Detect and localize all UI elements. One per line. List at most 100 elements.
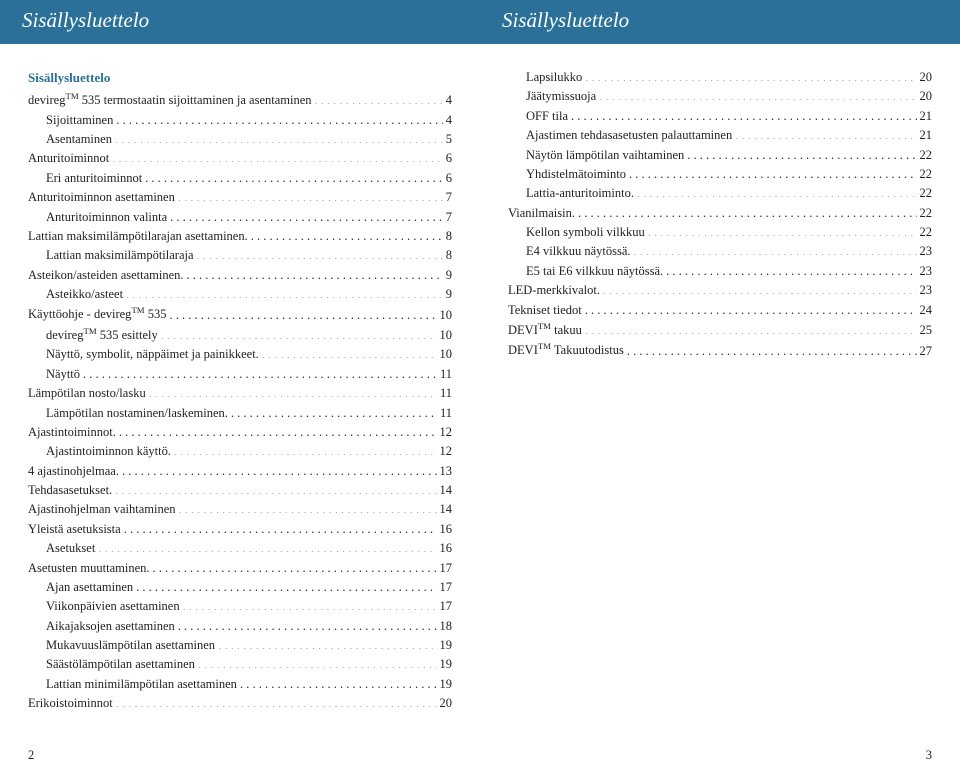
toc-label: Lämpötilan nostaminen/laskeminen. — [28, 404, 228, 423]
toc-row: Näyttö, symbolit, näppäimet ja painikkee… — [28, 345, 452, 364]
toc-row: Näytön lämpötilan vaihtaminen22 — [508, 146, 932, 165]
toc-page-number: 22 — [920, 223, 933, 242]
toc-page-number: 19 — [440, 636, 453, 655]
toc-page-number: 7 — [446, 188, 452, 207]
toc-row: Ajastintoiminnon käyttö. 12 — [28, 442, 452, 461]
toc-page-number: 11 — [440, 384, 452, 403]
toc-dots — [666, 262, 916, 275]
toc-row: Asetusten muuttaminen. 17 — [28, 559, 452, 578]
page-left: Sisällysluettelo Sisällysluettelo devire… — [0, 0, 480, 779]
toc-page-number: 20 — [920, 87, 933, 106]
toc-row: Kellon symboli vilkkuu 22 — [508, 223, 932, 242]
toc-dots — [153, 559, 437, 572]
toc-label: Näyttö — [28, 365, 80, 384]
toc-label: Tekniset tiedot — [508, 301, 582, 320]
toc-label: Säästölämpötilan asettaminen — [28, 655, 195, 674]
toc-page-number: 14 — [440, 500, 453, 519]
toc-dots — [178, 617, 437, 630]
toc-dots — [315, 92, 443, 105]
toc-label: Ajastintoiminnon käyttö. — [28, 442, 171, 461]
toc-label: Lattia-anturitoiminto. — [508, 184, 634, 203]
toc-page-number: 12 — [440, 442, 453, 461]
footer-right: 3 — [926, 748, 932, 763]
toc-page-number: 10 — [440, 345, 453, 364]
toc-label: Asetukset — [28, 539, 95, 558]
section-title: Sisällysluettelo — [28, 68, 452, 88]
toc-label: Yleistä asetuksista — [28, 520, 121, 539]
toc-row: Aikajaksojen asettaminen18 — [28, 617, 452, 636]
toc-label: Käyttöohje - deviregTM 535 — [28, 304, 166, 325]
toc-left: deviregTM 535 termostaatin sijoittaminen… — [28, 90, 452, 713]
toc-row: Ajastinohjelman vaihtaminen 14 — [28, 500, 452, 519]
toc-page-number: 24 — [920, 301, 933, 320]
toc-page-number: 22 — [920, 165, 933, 184]
toc-row: Erikoistoiminnot20 — [28, 694, 452, 713]
toc-row: Viikonpäivien asettaminen17 — [28, 597, 452, 616]
toc-row: OFF tila21 — [508, 107, 932, 126]
toc-row: E5 tai E6 vilkkuu näytössä.23 — [508, 262, 932, 281]
toc-row: Säästölämpötilan asettaminen19 — [28, 655, 452, 674]
toc-row: Vianilmaisin.22 — [508, 204, 932, 223]
toc-label: Lattian maksimilämpötilarajan asettamine… — [28, 227, 248, 246]
header-left-text: Sisällysluettelo — [22, 8, 149, 32]
toc-label: Aikajaksojen asettaminen — [28, 617, 175, 636]
toc-label: Tehdasasetukset. — [28, 481, 112, 500]
toc-label: Ajastimen tehdasasetusten palauttaminen — [508, 126, 732, 145]
toc-row: Ajastimen tehdasasetusten palauttaminen 2… — [508, 126, 932, 145]
toc-dots — [136, 578, 436, 591]
toc-page-number: 6 — [446, 149, 452, 168]
toc-label: DEVITM Takuutodistus — [508, 340, 624, 361]
toc-dots — [145, 169, 443, 182]
toc-page-number: 17 — [440, 578, 453, 597]
toc-page-number: 22 — [920, 204, 933, 223]
toc-dots — [126, 286, 443, 299]
toc-page-number: 10 — [440, 306, 453, 325]
toc-label: Kellon symboli vilkkuu — [508, 223, 645, 242]
footer-left: 2 — [28, 748, 34, 763]
toc-row: Sijoittaminen 4 — [28, 111, 452, 130]
toc-dots — [169, 306, 436, 319]
content-right: Lapsilukko20Jäätymissuoja20OFF tila21Aja… — [480, 44, 960, 361]
toc-page-number: 11 — [440, 365, 452, 384]
toc-dots — [183, 598, 437, 611]
toc-dots — [585, 69, 916, 82]
toc-label: Näyttö, symbolit, näppäimet ja painikkee… — [28, 345, 259, 364]
toc-label: Jäätymissuoja — [508, 87, 596, 106]
toc-label: Sijoittaminen — [28, 111, 113, 130]
toc-dots — [240, 675, 437, 688]
toc-dots — [179, 501, 437, 514]
toc-dots — [231, 404, 437, 417]
toc-label: 4 ajastinohjelmaa. — [28, 462, 119, 481]
toc-row: Asentaminen5 — [28, 130, 452, 149]
toc-page-number: 14 — [440, 481, 453, 500]
toc-row: Ajan asettaminen17 — [28, 578, 452, 597]
toc-dots — [115, 131, 443, 144]
toc-label: Anturitoiminnot — [28, 149, 109, 168]
toc-row: Yhdistelmätoiminto 22 — [508, 165, 932, 184]
toc-row: Lattian maksimilämpötilarajan asettamine… — [28, 227, 452, 246]
toc-row: 4 ajastinohjelmaa.13 — [28, 462, 452, 481]
toc-row: Tehdasasetukset. 14 — [28, 481, 452, 500]
toc-row: Anturitoiminnon valinta7 — [28, 208, 452, 227]
toc-page-number: 4 — [446, 111, 452, 130]
toc-label: Ajastinohjelman vaihtaminen — [28, 500, 176, 519]
toc-label: Lapsilukko — [508, 68, 582, 87]
toc-page-number: 23 — [920, 281, 933, 300]
toc-page-number: 23 — [920, 262, 933, 281]
toc-row: Eri anturitoiminnot6 — [28, 169, 452, 188]
toc-page-number: 17 — [440, 559, 453, 578]
toc-page-number: 16 — [440, 520, 453, 539]
header-left: Sisällysluettelo — [0, 0, 480, 44]
toc-label: Viikonpäivien asettaminen — [28, 597, 180, 616]
toc-dots — [578, 204, 917, 217]
toc-label: deviregTM 535 termostaatin sijoittaminen… — [28, 90, 312, 111]
toc-dots — [251, 227, 443, 240]
toc-label: Yhdistelmätoiminto — [508, 165, 626, 184]
toc-label: Asetusten muuttaminen. — [28, 559, 150, 578]
toc-dots — [603, 282, 917, 295]
toc-right: Lapsilukko20Jäätymissuoja20OFF tila21Aja… — [508, 68, 932, 361]
toc-page-number: 21 — [920, 126, 933, 145]
toc-dots — [174, 443, 437, 456]
toc-label: Eri anturitoiminnot — [28, 169, 142, 188]
toc-dots — [735, 127, 916, 140]
